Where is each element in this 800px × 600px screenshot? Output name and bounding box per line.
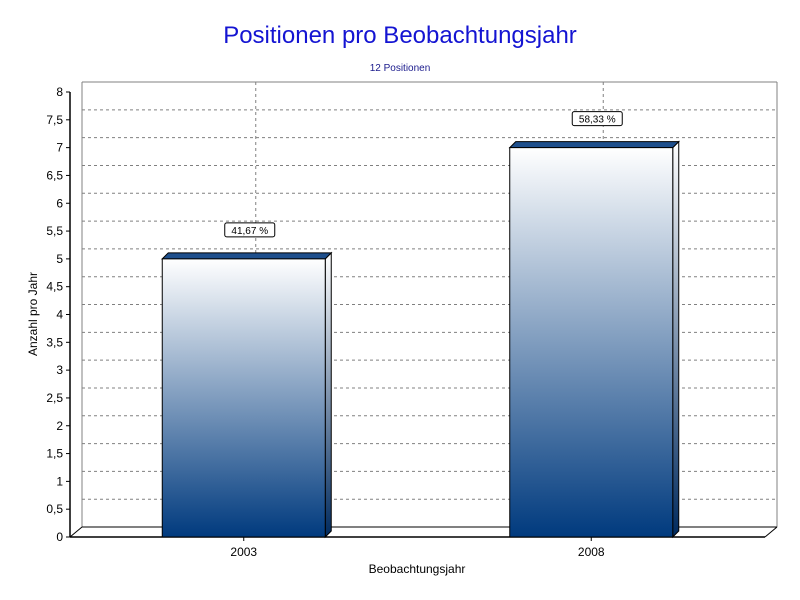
y-tick-label: 1 — [56, 474, 63, 488]
y-tick-label: 3,5 — [46, 335, 63, 349]
y-tick-label: 7,5 — [46, 113, 63, 127]
bar-top — [508, 141, 680, 149]
chart-subtitle: 12 Positionen — [369, 63, 431, 74]
data-label-box — [571, 111, 623, 127]
bar — [161, 258, 326, 538]
y-tick-label: 5 — [56, 252, 63, 266]
data-label: 58,33 % — [579, 115, 616, 126]
bar-side — [324, 251, 332, 539]
y-tick-label: 1,5 — [46, 447, 63, 461]
bar-top — [161, 252, 333, 260]
y-tick-label: 4,5 — [46, 280, 63, 294]
x-axis-ticks: 2003 2008 — [230, 537, 605, 559]
floor-front-right-edge — [764, 526, 778, 538]
y-tick-label: 8 — [56, 85, 63, 99]
y-tick-label: 2,5 — [46, 391, 63, 405]
chart-title: Positionen pro Beobachtungsjahr — [223, 22, 577, 49]
y-tick-label: 2 — [56, 419, 63, 433]
data-label: 41,67 % — [231, 226, 268, 237]
bars: 41,67 % 58,33 % — [161, 111, 680, 539]
x-tick-label: 2008 — [578, 545, 605, 559]
y-tick-label: 5,5 — [46, 224, 63, 238]
bar-side — [672, 140, 680, 539]
y-tick-label: 4 — [56, 308, 63, 322]
y-axis-label: Anzahl pro Jahr — [26, 272, 40, 356]
y-tick-label: 3 — [56, 363, 63, 377]
x-tick-label: 2003 — [230, 545, 257, 559]
x-axis-label: Beobachtungsjahr — [369, 562, 466, 576]
y-tick-label: 7 — [56, 141, 63, 155]
y-tick-label: 0,5 — [46, 502, 63, 516]
data-label-box — [224, 222, 276, 238]
y-tick-label: 6 — [56, 196, 63, 210]
y-tick-label: 6,5 — [46, 168, 63, 182]
y-tick-label: 0 — [56, 530, 63, 544]
floor-front-left-edge — [69, 526, 83, 538]
y-axis-ticks: 0 0,5 1 1,5 2 2,5 3 3,5 4 4,5 5 5,5 6 6,5 7 7,5 8 — [46, 85, 70, 544]
bar — [509, 147, 674, 538]
